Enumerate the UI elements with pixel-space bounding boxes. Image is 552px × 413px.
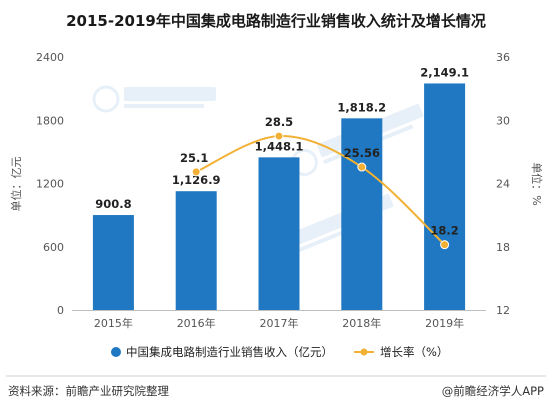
y-axis-right-label: 单位：% [530,162,544,205]
bar-revenue [424,83,466,311]
legend-line-label: 增长率（%） [380,345,448,359]
y-left-tick-label: 1200 [36,178,64,191]
growth-point [274,131,284,141]
y-axis-left-label: 单位：亿元 [9,157,23,212]
bar-value-label: 1,818.2 [337,100,386,114]
line-labels-layer: 25.1 28.5 25.56 18.2 [180,115,459,238]
chart-title: 2015-2019年中国集成电路制造行业销售收入统计及增长情况 [66,12,486,30]
growth-value-label: 28.5 [265,115,293,129]
y-left-tick-label: 1800 [36,114,64,127]
bar-value-label: 2,149.1 [420,65,469,79]
legend-bar-label: 中国集成电路制造行业销售收入（亿元） [126,345,333,359]
y-right-tick-label: 24 [496,178,510,191]
line-layer [191,131,450,250]
footer-brand: @前瞻经济学人APP [442,384,544,398]
bar-revenue [175,191,217,310]
bar-revenue [341,118,383,310]
x-tick-label: 2018年 [342,316,381,330]
bar-value-label: 1,126.9 [172,173,221,187]
bar-revenue [258,157,300,310]
bar-revenue [92,215,134,310]
x-tick-label: 2015年 [94,316,133,330]
y-left-tick-label: 2400 [36,51,64,64]
bar-value-label: 1,448.1 [255,139,304,153]
y-axis-left-ticks: 0 600 1200 1800 2400 [36,51,64,317]
y-right-tick-label: 12 [496,304,510,317]
x-axis-ticks: 2015年 2016年 2017年 2018年 2019年 [94,316,464,330]
y-left-tick-label: 0 [57,304,64,317]
growth-point [357,162,367,172]
legend-line-marker [360,348,368,356]
growth-point [440,240,450,250]
growth-point [191,167,201,177]
y-axis-right-ticks: 12 18 24 30 36 [496,51,510,317]
legend-item-line: 增长率（%） [354,345,448,359]
y-right-tick-label: 18 [496,241,510,254]
y-left-tick-label: 600 [43,241,64,254]
legend-bar-swatch [111,347,121,357]
watermark-top [92,85,216,113]
growth-value-label: 18.2 [430,224,458,238]
x-tick-label: 2019年 [425,316,464,330]
y-right-tick-label: 36 [496,51,510,64]
footer-source: 资料来源：前瞻产业研究院整理 [8,384,169,398]
growth-value-label: 25.1 [180,151,208,165]
growth-line [195,135,446,246]
y-right-tick-label: 30 [496,114,510,127]
bar-value-label: 900.8 [95,197,131,211]
x-tick-label: 2017年 [260,316,299,330]
legend-item-bar: 中国集成电路制造行业销售收入（亿元） [111,345,333,359]
x-tick-label: 2016年 [177,316,216,330]
growth-value-label: 25.56 [344,146,380,160]
bar-labels-layer: 900.8 1,126.9 1,448.1 1,818.2 2,149.1 [95,65,469,211]
legend: 中国集成电路制造行业销售收入（亿元） 增长率（%） [111,345,448,359]
bars-layer [92,83,466,311]
